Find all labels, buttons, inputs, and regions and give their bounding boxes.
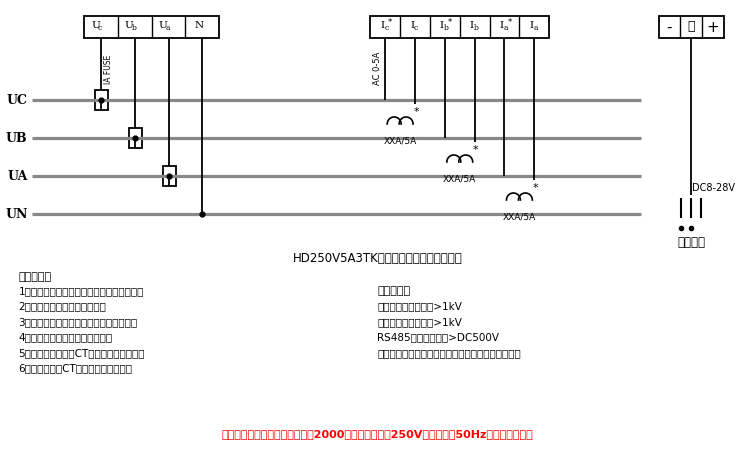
Text: 3、由具有专业资质的人员进行接线安装。: 3、由具有专业资质的人员进行接线安装。 <box>19 317 137 327</box>
Text: 2、模块接地端必须可靠接地。: 2、模块接地端必须可靠接地。 <box>19 302 106 311</box>
Text: 电压测量输入对地：>1kV: 电压测量输入对地：>1kV <box>377 302 462 311</box>
Text: I: I <box>530 22 533 31</box>
Text: HD250V5A3TK三相电参数采集模块接线图: HD250V5A3TK三相电参数采集模块接线图 <box>292 252 462 265</box>
Text: 安全须知：: 安全须知： <box>19 272 52 282</box>
Text: N: N <box>194 22 203 31</box>
Text: a: a <box>166 24 170 32</box>
Text: IA FUSE: IA FUSE <box>104 54 113 84</box>
Text: a: a <box>533 24 538 32</box>
Bar <box>129 128 142 148</box>
Text: c: c <box>384 24 388 32</box>
Text: I: I <box>440 22 444 31</box>
Text: RS485接口对地　：>DC500V: RS485接口对地 ：>DC500V <box>377 333 500 342</box>
Text: UN: UN <box>5 207 28 220</box>
Text: 警告：本模块仅适用于海拔低于2000米，相电压小于250V、额定频率50Hz的交流系统使用: 警告：本模块仅适用于海拔低于2000米，相电压小于250V、额定频率50Hz的交… <box>221 429 533 439</box>
Text: U: U <box>91 22 100 31</box>
Text: c: c <box>414 24 419 32</box>
Text: 1、接线前必须切断电源，并确定其不带电。: 1、接线前必须切断电源，并确定其不带电。 <box>19 286 144 296</box>
Text: c: c <box>98 24 102 32</box>
Text: XXA/5A: XXA/5A <box>383 137 417 146</box>
Text: *: * <box>388 18 392 27</box>
Text: -: - <box>667 19 672 35</box>
Text: XXA/5A: XXA/5A <box>443 175 476 184</box>
Text: 4、所加信号不要超过设备量程。: 4、所加信号不要超过设备量程。 <box>19 333 112 342</box>
Text: UB: UB <box>6 131 28 144</box>
Text: +: + <box>706 19 719 35</box>
Text: DC8-28V: DC8-28V <box>692 183 735 193</box>
Text: UC: UC <box>7 94 28 107</box>
Text: ⏚: ⏚ <box>688 21 695 33</box>
Text: *: * <box>448 18 452 27</box>
Text: 辅助电源: 辅助电源 <box>677 235 705 248</box>
Text: *: * <box>472 145 478 155</box>
Text: b: b <box>132 24 136 32</box>
Text: *: * <box>532 183 538 193</box>
Bar <box>370 16 549 38</box>
Text: I: I <box>410 22 414 31</box>
Text: b: b <box>444 24 448 32</box>
Text: U: U <box>124 22 134 31</box>
Text: 电流测量输入对地：>1kV: 电流测量输入对地：>1kV <box>377 317 462 327</box>
Text: a: a <box>503 24 508 32</box>
Bar <box>84 16 219 38</box>
Text: 辅助电源输入对地：接地端和辅助电源负极内部相连: 辅助电源输入对地：接地端和辅助电源负极内部相连 <box>377 348 521 358</box>
Text: 隔离耐压：: 隔离耐压： <box>377 286 410 296</box>
Text: I: I <box>500 22 504 31</box>
Text: I: I <box>470 22 474 31</box>
Text: UA: UA <box>7 170 28 183</box>
Text: *: * <box>508 18 512 27</box>
Bar <box>163 166 176 186</box>
Text: U: U <box>158 22 167 31</box>
Bar <box>95 90 108 110</box>
Text: AC 0-5A: AC 0-5A <box>373 51 382 85</box>
Text: b: b <box>474 24 478 32</box>
Text: *: * <box>413 107 419 117</box>
Bar <box>658 16 724 38</box>
Text: 6、实际应用中CT的一端应连接大地。: 6、实际应用中CT的一端应连接大地。 <box>19 364 133 374</box>
Text: XXA/5A: XXA/5A <box>503 213 536 222</box>
Text: I: I <box>380 22 385 31</box>
Text: 5、在任何情况下，CT回路都不允许开路。: 5、在任何情况下，CT回路都不允许开路。 <box>19 348 145 358</box>
